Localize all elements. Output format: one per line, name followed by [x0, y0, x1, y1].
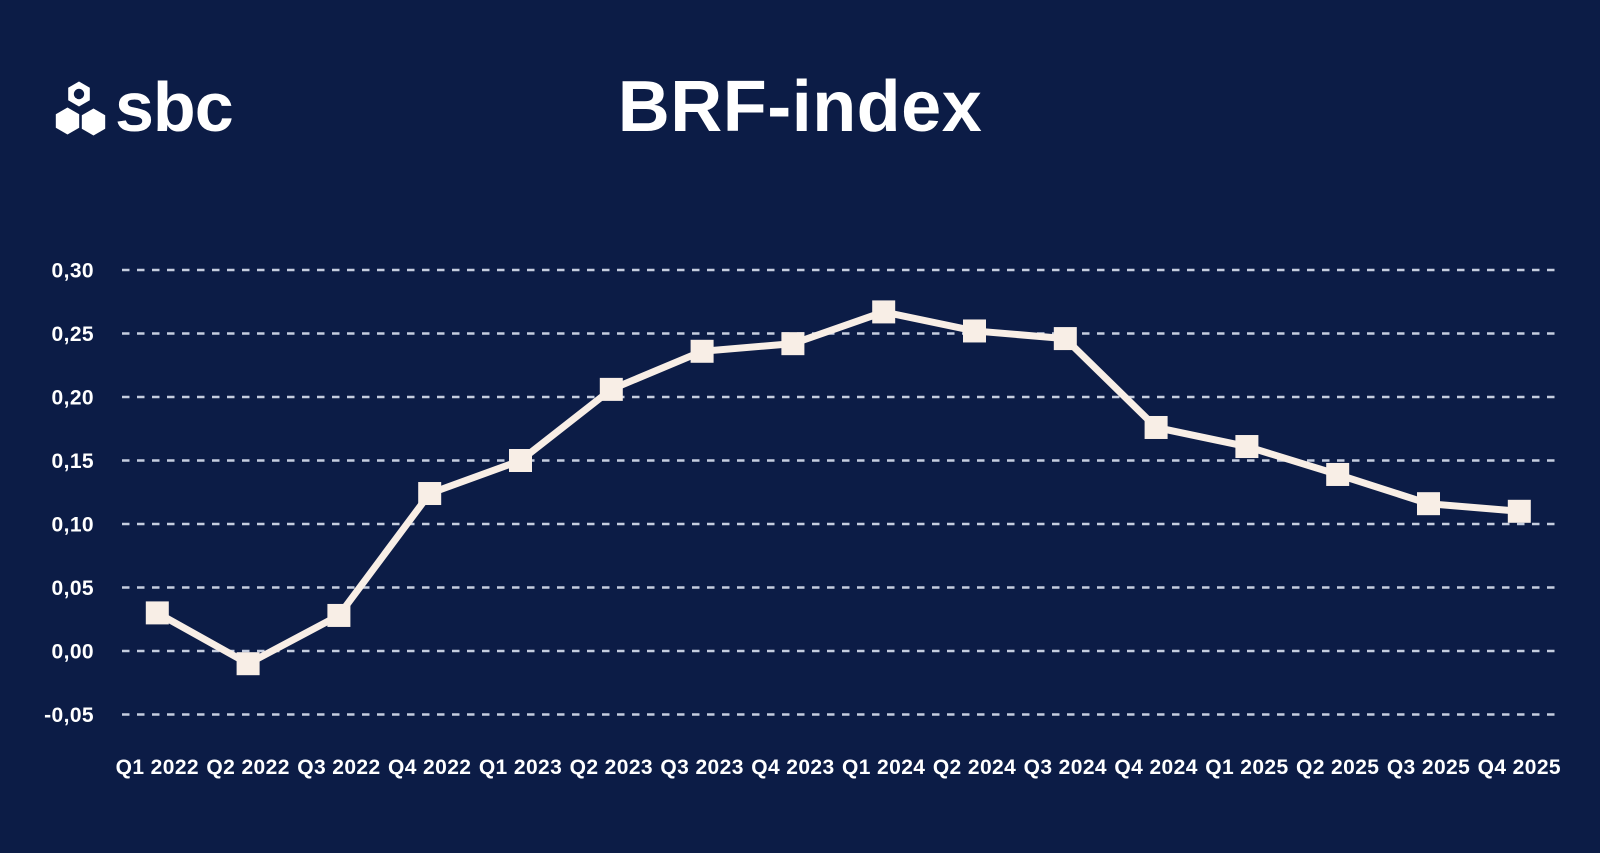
data-point-marker: [1053, 327, 1077, 351]
x-axis-label: Q3 2024: [1024, 756, 1107, 779]
data-point-marker: [781, 332, 805, 356]
data-point-marker: [327, 603, 351, 627]
y-axis-tick-label: 0,20: [52, 387, 94, 410]
data-series-line: [155, 308, 1520, 668]
x-axis-label: Q1 2024: [842, 756, 925, 779]
data-point-marker: [1235, 435, 1259, 459]
y-axis-tick-label: 0,15: [52, 450, 94, 473]
data-point-marker: [690, 339, 714, 363]
x-axis-label: Q2 2023: [570, 756, 653, 779]
y-axis-tick-label: 0,10: [52, 514, 94, 537]
data-point-marker: [1507, 499, 1531, 523]
data-point-marker: [418, 482, 442, 506]
data-point-marker: [145, 601, 169, 625]
x-axis-label: Q4 2025: [1478, 756, 1561, 779]
x-axis-label: Q3 2023: [660, 756, 743, 779]
y-axis-tick-label: 0,05: [52, 577, 94, 600]
x-axis-label: Q4 2022: [388, 756, 471, 779]
x-axis-label: Q4 2023: [751, 756, 834, 779]
data-point-marker: [1417, 492, 1440, 516]
x-axis-label: Q1 2022: [116, 756, 199, 779]
data-point-marker: [509, 449, 532, 472]
data-point-marker: [963, 319, 986, 343]
data-point-marker: [236, 652, 260, 676]
sbc-logo-text: sbc: [115, 68, 234, 146]
sbc-hexagons-icon: [55, 81, 106, 136]
data-point-marker: [872, 300, 896, 324]
x-axis-label: Q2 2025: [1296, 756, 1379, 779]
x-axis-label: Q3 2025: [1387, 756, 1470, 779]
x-axis-label: Q1 2025: [1205, 756, 1288, 779]
data-point-marker: [1144, 415, 1168, 439]
x-axis-label: Q3 2022: [297, 756, 380, 779]
data-point-marker: [1326, 462, 1350, 486]
chart-title: BRF-index: [617, 67, 983, 147]
data-point-marker: [599, 377, 623, 401]
y-axis-tick-label: -0,05: [44, 704, 94, 727]
x-axis-label: Q1 2023: [479, 756, 562, 779]
x-axis-label: Q4 2024: [1114, 756, 1197, 779]
y-axis-tick-label: 0,00: [52, 641, 94, 664]
x-axis-label: Q2 2022: [206, 756, 289, 779]
x-axis-label: Q2 2024: [933, 756, 1016, 779]
y-axis-tick-label: 0,25: [52, 323, 94, 346]
y-axis-tick-label: 0,30: [52, 260, 94, 283]
